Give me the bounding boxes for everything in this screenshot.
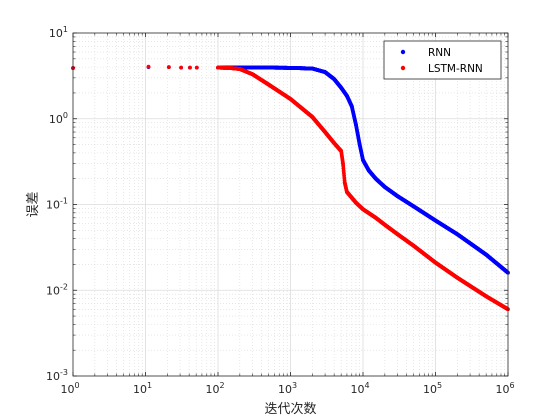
- x-tick-exponent: 3: [292, 381, 297, 390]
- x-tick-label: 103: [278, 381, 297, 396]
- x-tick-base: 10: [350, 383, 364, 396]
- y-tick-exponent: -2: [60, 282, 68, 291]
- data-series: [71, 64, 510, 312]
- data-point: [188, 65, 192, 70]
- x-tick-label: 102: [205, 381, 224, 396]
- data-point: [194, 65, 199, 70]
- data-point: [146, 64, 151, 69]
- y-tick-exponent: -1: [60, 197, 68, 206]
- x-tick-exponent: 6: [509, 381, 514, 390]
- x-tick-labels: 100 101 102 103 104 105 106: [60, 381, 514, 396]
- legend-marker-lstm-rnn: [400, 65, 406, 71]
- y-tick-base: 10: [46, 199, 60, 212]
- x-tick-label: 106: [495, 381, 514, 396]
- x-tick-base: 10: [423, 383, 437, 396]
- legend: RNN LSTM-RNN: [383, 40, 502, 80]
- y-axis-label: 误差: [26, 191, 41, 217]
- x-axis-label: 迭代次数: [264, 401, 316, 417]
- legend-marker-rnn: [400, 49, 406, 55]
- x-tick-exponent: 4: [364, 381, 369, 390]
- x-tick-exponent: 5: [437, 381, 442, 390]
- y-tick-exponent: 0: [63, 111, 68, 120]
- y-tick-exponent: 1: [63, 25, 68, 34]
- x-tick-exponent: 2: [219, 381, 224, 390]
- y-tick-label: 10-2: [46, 282, 68, 297]
- data-point: [179, 65, 184, 70]
- y-tick-base: 10: [49, 27, 63, 40]
- x-tick-label: 100: [60, 381, 79, 396]
- series-lstm-rnn-markers: [71, 64, 510, 312]
- tick-marks: [72, 32, 509, 377]
- y-tick-label: 100: [49, 111, 68, 126]
- y-tick-exponent: -3: [60, 368, 68, 377]
- legend-label-lstm-rnn: LSTM-RNN: [428, 63, 483, 75]
- x-tick-label: 101: [133, 381, 152, 396]
- x-tick-exponent: 1: [147, 381, 152, 390]
- x-tick-base: 10: [205, 383, 219, 396]
- x-tick-label: 104: [350, 381, 369, 396]
- y-tick-label: 10-1: [46, 197, 68, 212]
- y-tick-base: 10: [49, 113, 63, 126]
- y-tick-base: 10: [46, 284, 60, 297]
- data-point: [166, 65, 171, 70]
- major-grid: [73, 33, 508, 376]
- y-tick-label: 101: [49, 25, 68, 40]
- y-tick-base: 10: [46, 370, 60, 383]
- y-tick-label: 10-3: [46, 368, 68, 383]
- legend-label-rnn: RNN: [428, 47, 451, 59]
- x-tick-label: 105: [423, 381, 442, 396]
- x-tick-base: 10: [278, 383, 292, 396]
- legend-box: [383, 40, 502, 80]
- x-tick-base: 10: [60, 383, 74, 396]
- x-tick-exponent: 0: [74, 381, 79, 390]
- x-tick-base: 10: [495, 383, 509, 396]
- x-tick-base: 10: [133, 383, 147, 396]
